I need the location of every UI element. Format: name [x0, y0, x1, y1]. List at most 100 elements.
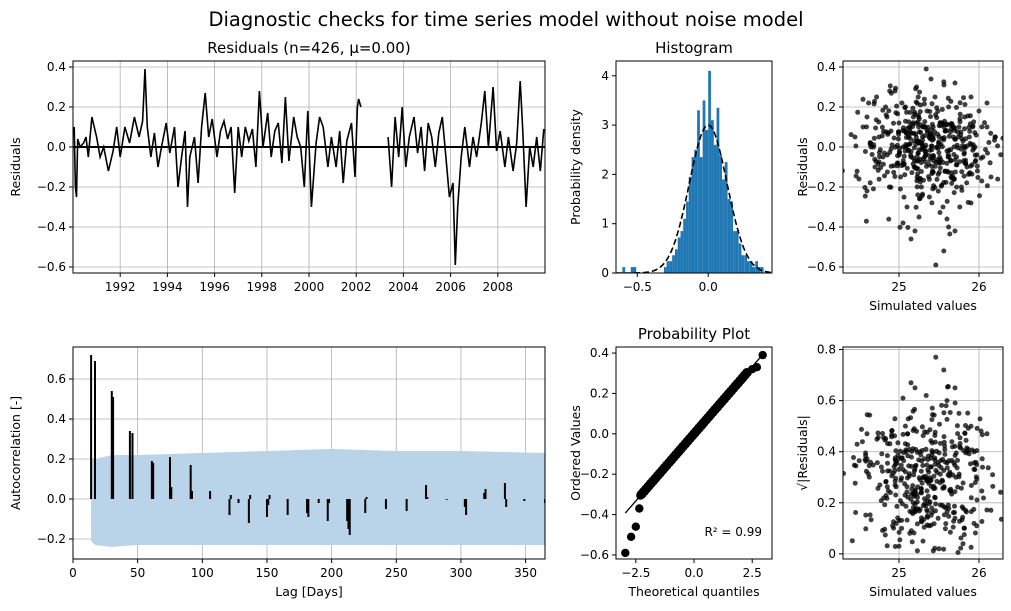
resid-vs-sim-point [961, 95, 966, 101]
sqrt-resid-vs-sim-point [945, 384, 950, 390]
acf-bar [228, 499, 231, 515]
sqrt-resid-vs-sim-point [959, 517, 965, 523]
sqrt-resid-vs-sim-point [924, 488, 930, 494]
sqrt-resid-vs-sim-point [880, 468, 885, 474]
resid-vs-sim-grid [843, 61, 1003, 273]
acf-ytick-label: −0.2 [37, 532, 66, 546]
sqrt-resid-vs-sim-point [964, 449, 970, 455]
resid-vs-sim-point [975, 175, 981, 180]
sqrt-resid-vs-sim-point [960, 541, 966, 547]
sqrt-resid-vs-sim-point [933, 467, 939, 473]
resid-vs-sim-point [862, 149, 868, 154]
sqrt-resid-vs-sim-point [914, 428, 920, 434]
sqrt-resid-vs-sim-point [979, 432, 985, 438]
sqrt-resid-vs-sim-point [895, 515, 901, 521]
sqrt-resid-vs-sim-point [968, 495, 974, 501]
sqrt-resid-vs-sim-ylabel: √|Residuals| [795, 415, 810, 491]
acf-bar [247, 499, 250, 523]
resid-vs-sim-point [966, 124, 972, 130]
acf-bar [268, 495, 271, 499]
sqrt-resid-vs-sim-point [952, 503, 957, 509]
sqrt-resid-vs-sim-point [896, 466, 902, 472]
sqrt-resid-vs-sim-point [984, 507, 990, 513]
acf-bar [445, 499, 448, 500]
resid-vs-sim-point [917, 89, 923, 95]
sqrt-resid-vs-sim-point [938, 465, 944, 471]
sqrt-resid-vs-sim-point [941, 485, 947, 491]
sqrt-resid-vs-sim-point [878, 464, 884, 470]
sqrt-resid-vs-sim-point [961, 525, 967, 531]
resid-vs-sim-point [915, 158, 921, 164]
resid-vs-sim-point [915, 94, 921, 100]
resid-vs-sim-point [929, 200, 935, 206]
sqrt-resid-vs-sim-point [897, 537, 903, 543]
residuals-plot-area [73, 68, 545, 266]
prob-plot-point [752, 363, 762, 372]
residuals-xtick-label: 2006 [435, 280, 466, 294]
resid-vs-sim-point [937, 165, 943, 171]
sqrt-resid-vs-sim-point [932, 457, 938, 463]
acf-xtick-label: 300 [449, 566, 472, 580]
sqrt-resid-vs-sim-point [942, 443, 948, 449]
resid-vs-sim-point [934, 176, 940, 182]
histogram-bar [666, 261, 670, 273]
sqrt-resid-vs-sim-point [944, 398, 950, 404]
sqrt-resid-vs-sim-point [939, 502, 945, 508]
resid-vs-sim-point [898, 174, 904, 180]
sqrt-resid-vs-sim-point [942, 526, 948, 532]
sqrt-resid-vs-sim-point [937, 440, 943, 446]
sqrt-resid-vs-sim-plot-area [843, 354, 1003, 555]
sqrt-resid-vs-sim-point [863, 512, 869, 518]
resid-vs-sim-point [930, 124, 936, 130]
sqrt-resid-vs-sim-point [874, 460, 880, 466]
resid-vs-sim-point [904, 109, 910, 115]
sqrt-resid-vs-sim-point [971, 520, 977, 526]
resid-vs-sim-point [951, 190, 957, 196]
sqrt-resid-vs-sim-point [892, 468, 898, 474]
resid-vs-sim-point [869, 152, 875, 157]
resid-vs-sim-plot-area [843, 66, 1010, 268]
sqrt-resid-vs-sim-point [949, 458, 955, 463]
sqrt-resid-vs-sim-point [859, 426, 864, 432]
resid-vs-sim-point [874, 94, 880, 100]
resid-vs-sim-point [914, 184, 920, 190]
sqrt-resid-vs-sim-ytick-label: 0.8 [817, 343, 836, 357]
sqrt-resid-vs-sim-point [891, 464, 897, 470]
resid-vs-sim-point [930, 186, 936, 192]
acf-bar [364, 499, 367, 513]
sqrt-resid-vs-sim-point [941, 410, 947, 416]
resid-vs-sim-point [892, 144, 898, 150]
resid-vs-sim-point [896, 129, 901, 135]
sqrt-resid-vs-sim-point [849, 538, 855, 544]
resid-vs-sim-point [924, 163, 929, 169]
sqrt-resid-vs-sim-point [955, 550, 961, 555]
resid-vs-sim-point [920, 191, 925, 197]
resid-vs-sim-point [887, 88, 893, 94]
resid-vs-sim-point [929, 101, 935, 107]
resid-vs-sim-point [875, 161, 881, 167]
prob-plot-ytick-label: 0.2 [590, 386, 609, 400]
resid-vs-sim-point [957, 111, 963, 117]
sqrt-resid-vs-sim-point [944, 509, 950, 515]
sqrt-resid-vs-sim-point [933, 354, 939, 360]
resid-vs-sim-point [945, 122, 950, 127]
resid-vs-sim-point [920, 124, 926, 130]
prob-plot-point [635, 504, 644, 513]
sqrt-resid-vs-sim-point [930, 548, 936, 554]
sqrt-resid-vs-sim-point [863, 468, 869, 474]
resid-vs-sim-point [881, 129, 886, 135]
sqrt-resid-vs-sim-point [917, 477, 923, 483]
sqrt-resid-vs-sim-point [950, 524, 956, 530]
sqrt-resid-vs-sim-point [900, 431, 906, 437]
resid-vs-sim-point [906, 134, 912, 140]
prob-plot-xtick-label: 2.5 [743, 566, 762, 580]
resid-vs-sim-point [916, 129, 922, 135]
acf-bar [463, 499, 466, 507]
residuals-xtick-label: 2008 [483, 280, 514, 294]
resid-vs-sim-point [1005, 131, 1010, 136]
prob-plot-ytick-label: −0.2 [580, 467, 609, 481]
sqrt-resid-vs-sim-point [911, 472, 917, 478]
histogram-bar [697, 110, 700, 273]
sqrt-resid-vs-sim-point [927, 427, 933, 433]
sqrt-resid-vs-sim-point [920, 463, 926, 468]
